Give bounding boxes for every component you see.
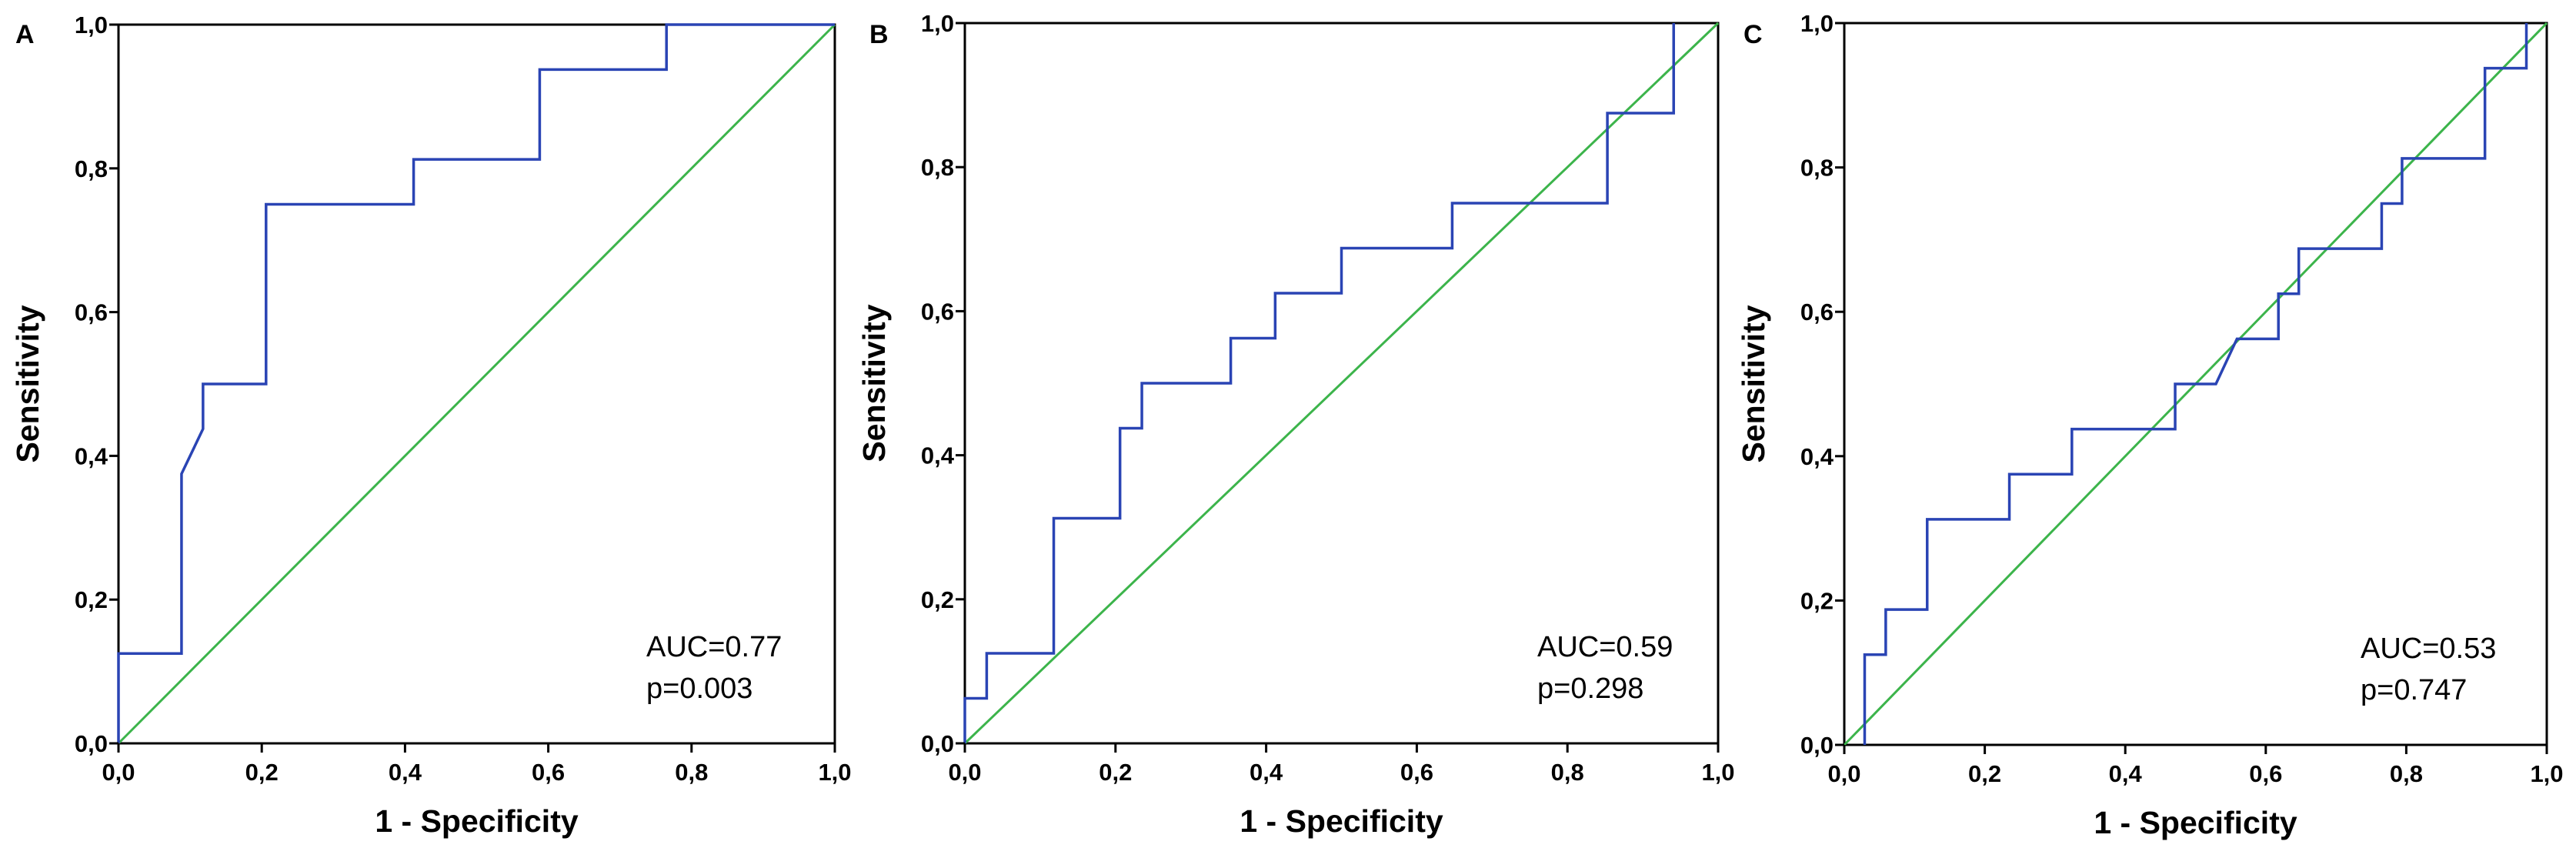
y-tick-label: 0,2 bbox=[75, 586, 108, 613]
x-tick-label: 0,4 bbox=[1250, 759, 1283, 786]
x-tick-label: 0,4 bbox=[2109, 760, 2143, 787]
x-axis-title: 1 - Specificity bbox=[2094, 805, 2297, 840]
x-tick-label: 0,8 bbox=[2390, 760, 2423, 787]
x-tick-label: 0,4 bbox=[389, 759, 422, 786]
panel-label: C bbox=[1743, 20, 1763, 49]
roc-curve bbox=[963, 23, 1675, 743]
roc-curve bbox=[1863, 23, 2528, 745]
y-tick-label: 0,4 bbox=[921, 442, 955, 469]
p-value-annotation: p=0.747 bbox=[2361, 674, 2467, 706]
x-tick-label: 1,0 bbox=[2530, 760, 2563, 787]
y-tick-label: 1,0 bbox=[921, 10, 954, 37]
plot-frame bbox=[963, 22, 1720, 745]
x-tick-label: 0,2 bbox=[1099, 759, 1132, 786]
reference-line bbox=[963, 22, 1720, 745]
y-tick-label: 0,0 bbox=[75, 730, 108, 757]
y-tick-label: 0,8 bbox=[75, 155, 108, 182]
panel-label: A bbox=[15, 20, 35, 49]
y-tick-label: 0,0 bbox=[921, 730, 954, 757]
y-tick-label: 0,0 bbox=[1800, 732, 1834, 759]
x-tick-label: 1,0 bbox=[1701, 759, 1734, 786]
x-tick-label: 0,6 bbox=[1400, 759, 1433, 786]
y-tick-label: 0,6 bbox=[921, 298, 954, 325]
y-tick-label: 1,0 bbox=[1800, 10, 1834, 37]
y-tick-label: 0,2 bbox=[921, 586, 954, 613]
p-value-annotation: p=0.298 bbox=[1537, 673, 1643, 705]
y-axis-title: Sensitivity bbox=[856, 304, 892, 462]
y-tick-label: 1,0 bbox=[75, 12, 108, 38]
x-tick-label: 0,6 bbox=[532, 759, 565, 786]
x-tick-label: 0,0 bbox=[102, 759, 135, 786]
y-tick-label: 0,6 bbox=[75, 299, 108, 326]
x-tick-label: 0,0 bbox=[948, 759, 981, 786]
y-tick-label: 0,8 bbox=[921, 154, 954, 181]
x-tick-label: 0,8 bbox=[675, 759, 708, 786]
y-tick-label: 0,2 bbox=[1800, 587, 1834, 614]
y-tick-label: 0,6 bbox=[1800, 299, 1834, 326]
y-tick-label: 0,4 bbox=[75, 442, 108, 469]
x-tick-label: 0,6 bbox=[2249, 760, 2282, 787]
x-axis-title: 1 - Specificity bbox=[375, 803, 579, 839]
x-tick-label: 0,2 bbox=[1968, 760, 2001, 787]
x-tick-label: 0,0 bbox=[1827, 760, 1860, 787]
auc-annotation: AUC=0.77 bbox=[646, 631, 782, 663]
x-axis-title: 1 - Specificity bbox=[1240, 803, 1443, 839]
plot-frame bbox=[117, 23, 836, 745]
panel-label: B bbox=[869, 20, 889, 49]
plot-frame bbox=[1843, 22, 2548, 746]
x-tick-label: 0,2 bbox=[245, 759, 279, 786]
reference-line bbox=[117, 23, 836, 745]
x-tick-label: 1,0 bbox=[818, 759, 851, 786]
auc-annotation: AUC=0.53 bbox=[2361, 633, 2496, 665]
y-axis-title: Sensitivity bbox=[10, 305, 45, 462]
x-tick-label: 0,8 bbox=[1551, 759, 1584, 786]
y-axis-title: Sensitivity bbox=[1736, 305, 1771, 462]
y-tick-label: 0,8 bbox=[1800, 155, 1834, 182]
y-tick-label: 0,4 bbox=[1800, 443, 1834, 470]
p-value-annotation: p=0.003 bbox=[646, 673, 752, 705]
auc-annotation: AUC=0.59 bbox=[1537, 631, 1673, 663]
roc-curve bbox=[117, 23, 835, 743]
